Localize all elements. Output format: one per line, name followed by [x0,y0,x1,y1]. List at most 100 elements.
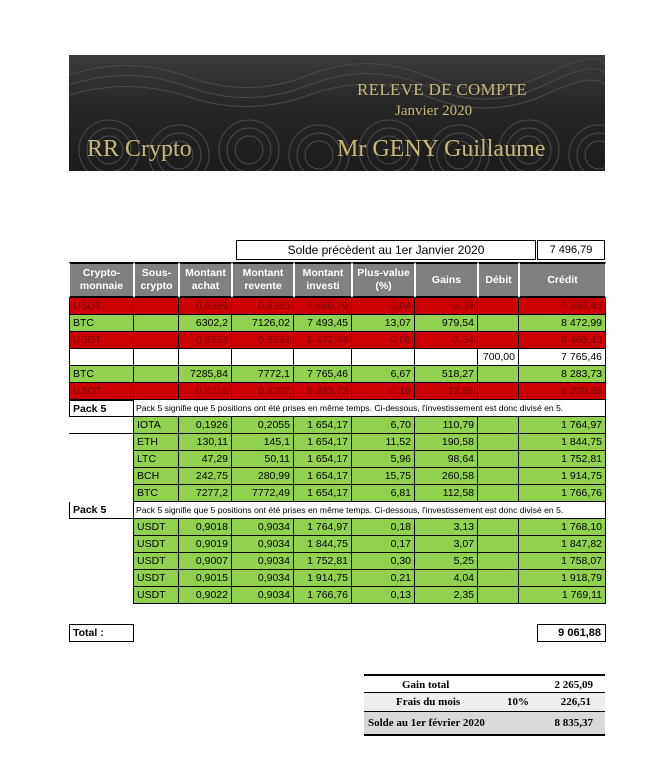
table-row: LTC 47,29 50,11 1 654,17 5,96 98,64 1 752,81 [69,451,606,468]
table-cell: 1 654,17 [294,417,352,434]
table-cell [478,417,519,434]
table-cell [415,349,478,366]
table-cell [294,349,352,366]
table-cell [69,519,134,536]
wave-pattern [69,58,605,171]
table-cell [134,332,179,349]
table-cell: 242,75 [179,468,232,485]
table-cell [478,570,519,587]
table-row: ETH 130,11 145,1 1 654,17 11,52 190,58 1 844,7… [69,434,606,451]
column-header: Montant achat [179,262,232,298]
table-cell: 130,11 [179,434,232,451]
table-cell: 8 472,99 [519,315,606,332]
table-row: USDT 0,9018 0,9034 1 764,97 0,18 3,13 1 768,10 [69,519,606,536]
table-cell: 0,21 [352,570,415,587]
column-header: Crédit [519,262,606,298]
table-cell: USDT [134,587,179,604]
table-cell: -12,86 [415,383,478,400]
table-cell: 47,29 [179,451,232,468]
table-cell: BTC [69,315,134,332]
table-cell: ETH [134,434,179,451]
column-header: Montant revente [232,262,294,298]
table-cell [478,383,519,400]
table-cell: 0,9016 [179,383,232,400]
table-cell [478,298,519,315]
table-cell: 1 752,81 [294,553,352,570]
column-header: Gains [415,262,478,298]
table-cell: 3,07 [415,536,478,553]
table-cell: -0,04 [352,298,415,315]
table-row: 700,00 7 765,46 [69,349,606,366]
gain-total-value: 2 265,09 [554,679,594,691]
table-cell: 6302,2 [179,315,232,332]
table-cell [69,434,134,451]
table-cell [69,485,134,502]
table-cell: 0,9034 [232,536,294,553]
table-cell: 0,9034 [232,519,294,536]
pack-note: Pack 5 signifie que 5 positions ont été … [134,502,606,519]
previous-balance-label: Solde précèdent au 1er Janvier 2020 [236,240,536,260]
table-cell: -0,09 [352,332,415,349]
table-cell: 0,17 [352,536,415,553]
table-cell: 0,8989 [179,298,232,315]
table-cell: 1 764,97 [294,519,352,536]
table-cell: 518,27 [415,366,478,383]
table-cell: 1 654,17 [294,485,352,502]
table-cell: 3,13 [415,519,478,536]
table-cell: 8 270,86 [519,383,606,400]
table-cell: 2,35 [415,587,478,604]
table-cell: 15,75 [352,468,415,485]
table-cell: IOTA [134,417,179,434]
table-cell: 0,2055 [232,417,294,434]
table-cell: 1 914,75 [294,570,352,587]
table-cell: 1 752,81 [519,451,606,468]
table-cell: 6,81 [352,485,415,502]
table-cell: 0,8985 [232,298,294,315]
table-row: BTC 7277,2 7772,49 1 654,17 6,81 112,58 1 766,… [69,485,606,502]
table-cell: 112,58 [415,485,478,502]
table-cell: 280,99 [232,468,294,485]
table-row: USDT 0,9016 0,9002 8 283,73 -0,16 -12,86 8 270… [69,383,606,400]
table-cell [478,536,519,553]
table-cell: 5,96 [352,451,415,468]
table-cell: -3,34 [415,298,478,315]
table-cell: 1 768,10 [519,519,606,536]
table-row: BCH 242,75 280,99 1 654,17 15,75 260,58 1 914,… [69,468,606,485]
table-cell: 1 769,11 [519,587,606,604]
table-cell [179,349,232,366]
table-cell [478,451,519,468]
table-cell: 8 283,73 [519,366,606,383]
table-cell: USDT [134,570,179,587]
table-cell: 0,9007 [179,553,232,570]
column-header: Plus-value (%) [352,262,415,298]
table-cell: 1 847,82 [519,536,606,553]
table-cell: 7 493,45 [519,298,606,315]
pack-label: Pack 5 [69,400,134,417]
total-label: Total : [69,624,134,642]
table-cell: 5,25 [415,553,478,570]
table-cell: 110,79 [415,417,478,434]
column-header: Sous-crypto [134,262,179,298]
table-row: BTC 7285,84 7772,1 7 765,46 6,67 518,27 8 283,… [69,366,606,383]
table-cell: 13,07 [352,315,415,332]
table-cell: 7277,2 [179,485,232,502]
pack-note-row: Pack 5 Pack 5 signifie que 5 positions on… [69,502,606,519]
table-cell [69,349,134,366]
table-cell: 0,9019 [179,536,232,553]
table-cell [232,349,294,366]
table-cell: 1 766,76 [519,485,606,502]
table-cell: 11,52 [352,434,415,451]
statement-title: RELEVE DE COMPTE [357,80,528,99]
table-cell: 0,9034 [232,553,294,570]
final-balance-row: Solde au 1er février 2020 8 835,37 [364,712,605,736]
table-cell [134,366,179,383]
table-cell: 7 496,79 [294,298,352,315]
table-row: IOTA 0,1926 0,2055 1 654,17 6,70 110,79 1 764,… [69,417,606,434]
table-cell: USDT [134,536,179,553]
table-cell: -0,16 [352,383,415,400]
table-cell: 1 918,79 [519,570,606,587]
table-cell: LTC [134,451,179,468]
table-cell: 7 765,46 [519,349,606,366]
pack-note: Pack 5 signifie que 5 positions ont été … [134,400,606,417]
table-row: USDT 0,9007 0,9034 1 752,81 0,30 5,25 1 758,07 [69,553,606,570]
